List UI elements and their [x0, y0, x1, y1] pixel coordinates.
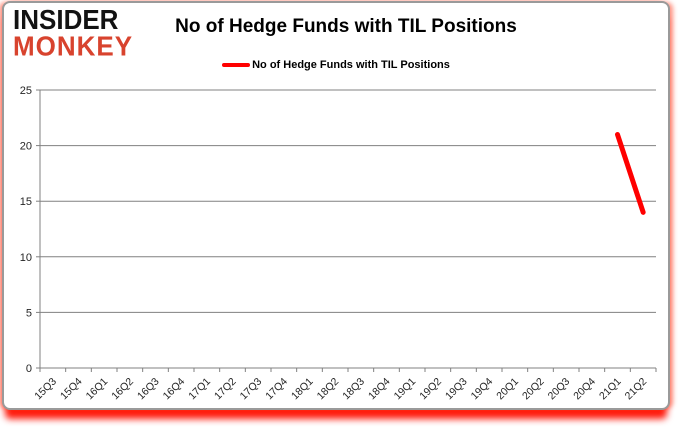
x-tick-label: 17Q2 [212, 376, 239, 403]
x-tick-label: 18Q1 [289, 376, 316, 403]
x-tick-label: 21Q1 [597, 376, 624, 403]
legend: No of Hedge Funds with TIL Positions [4, 59, 668, 71]
x-tick-label: 20Q3 [546, 376, 573, 403]
x-tick-label: 19Q4 [469, 376, 496, 403]
y-tick-label: 15 [20, 196, 32, 208]
x-tick-label: 17Q4 [263, 376, 290, 403]
series-line [615, 131, 646, 215]
x-tick-label: 18Q4 [366, 376, 393, 403]
y-tick-label: 25 [20, 85, 32, 97]
x-tick-label: 16Q3 [135, 376, 162, 403]
x-tick-label: 19Q2 [417, 376, 444, 403]
x-tick-label: 18Q3 [340, 376, 367, 403]
x-tick-label: 19Q1 [392, 376, 419, 403]
x-tick-label: 20Q4 [571, 376, 598, 403]
legend-label: No of Hedge Funds with TIL Positions [252, 59, 450, 71]
x-tick-label: 16Q4 [161, 376, 188, 403]
logo-text-monkey: MONKEY [13, 30, 134, 63]
x-tick-label: 20Q1 [494, 376, 521, 403]
x-tick-label: 20Q2 [520, 376, 547, 403]
y-tick-label: 20 [20, 141, 32, 153]
chart-card: INSIDER MONKEY No of Hedge Funds with TI… [2, 1, 670, 410]
x-tick-label: 18Q2 [315, 376, 342, 403]
y-tick-label: 0 [26, 363, 32, 375]
chart-title: No of Hedge Funds with TIL Positions [175, 16, 517, 37]
x-tick-label: 16Q2 [109, 376, 136, 403]
x-tick-label: 15Q4 [58, 376, 85, 403]
y-tick-label: 10 [20, 252, 32, 264]
x-tick-label: 21Q2 [623, 376, 650, 403]
x-tick-label: 16Q1 [84, 376, 111, 403]
y-tick-label: 5 [26, 307, 32, 319]
x-tick-label: 15Q3 [32, 376, 59, 403]
logo-text-insider: INSIDER [13, 3, 119, 36]
x-tick-label: 17Q3 [238, 376, 265, 403]
x-tick-label: 19Q3 [443, 376, 470, 403]
insider-monkey-logo: INSIDER MONKEY [13, 3, 134, 63]
legend-line-marker [222, 63, 251, 67]
x-tick-label: 17Q1 [186, 376, 213, 403]
